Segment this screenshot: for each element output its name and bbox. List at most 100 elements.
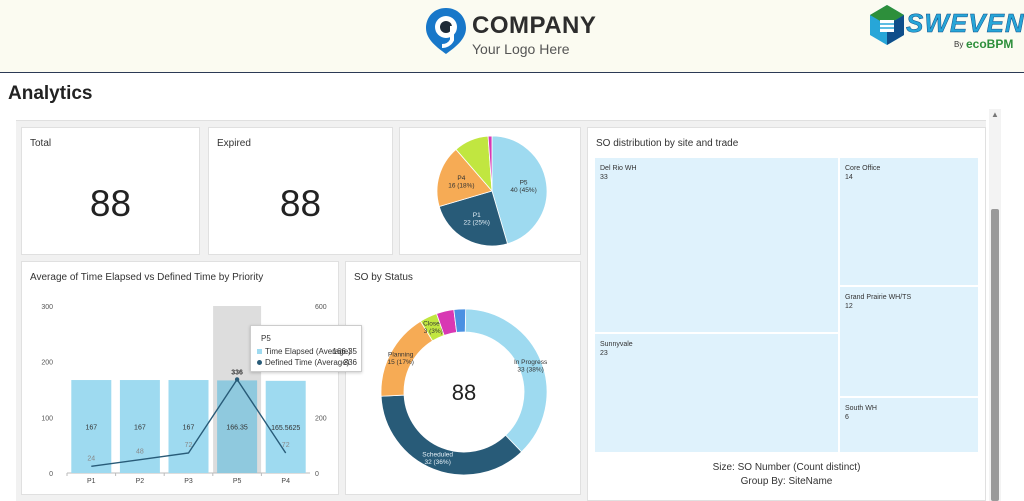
kpi-total-label: Total bbox=[30, 138, 52, 149]
x-axis-tick-label: P1 bbox=[87, 478, 96, 485]
pie-slice-p1 bbox=[438, 190, 508, 247]
treemap-cell-core-office[interactable]: Core Office 14 bbox=[840, 158, 978, 285]
y-axis-tick-label: 200 bbox=[41, 360, 53, 367]
y-axis-tick-label: 100 bbox=[41, 415, 53, 422]
treemap-cell-value: 33 bbox=[600, 174, 608, 181]
treemap-cell-grand-prairie[interactable]: Grand Prairie WH/TS 12 bbox=[840, 287, 978, 396]
app-header: COMPANY Your Logo Here SWEVEN By ecoBPM bbox=[0, 0, 1024, 73]
bar-value-label: 166.35 bbox=[226, 425, 248, 432]
x-axis-tick-label: P3 bbox=[184, 478, 193, 485]
treemap-cell-south-wh[interactable]: South WH 6 bbox=[840, 398, 978, 452]
tooltip-row-label: Defined Time (Average) bbox=[265, 358, 350, 367]
pie-slice-label: P4 bbox=[457, 175, 465, 182]
bar-p3 bbox=[168, 380, 209, 473]
status-chart-title: SO by Status bbox=[354, 272, 413, 283]
scrollbar-thumb[interactable] bbox=[991, 209, 999, 501]
treemap-cell-name: Del Rio WH bbox=[600, 165, 637, 172]
brand-ecobpm: ecoBPM bbox=[966, 37, 1014, 51]
treemap-title: SO distribution by site and trade bbox=[596, 138, 739, 149]
time-chart[interactable]: 01002003000200400600167P1167P2167P3166.3… bbox=[22, 262, 340, 496]
treemap-cell-name: Sunnyvale bbox=[600, 341, 633, 348]
brand-name: SWEVEN bbox=[906, 8, 1024, 39]
tooltip-row-label: Time Elapsed (Average) bbox=[265, 347, 351, 356]
bar-value-label: 167 bbox=[85, 425, 97, 432]
bar-p5 bbox=[217, 380, 258, 473]
line-value-label: 24 bbox=[87, 455, 95, 462]
panel-top-strip bbox=[16, 109, 986, 121]
donut-slice-scheduled bbox=[380, 394, 523, 476]
line-defined-time bbox=[91, 378, 287, 468]
line-value-label: 72 bbox=[185, 442, 193, 449]
donut-slice-other-5 bbox=[453, 308, 467, 333]
pie-slice-label: P1 bbox=[473, 212, 481, 219]
treemap-cell-value: 14 bbox=[845, 174, 853, 181]
tooltip-row-value: 166.35 bbox=[332, 347, 357, 356]
x-axis-tick-label: P5 bbox=[233, 478, 242, 485]
page-title: Analytics bbox=[8, 83, 93, 104]
bar-p1 bbox=[71, 380, 112, 473]
status-chart-tile[interactable]: SO by Status In Progress 33 (38%) Schedule… bbox=[345, 261, 581, 495]
chart-tooltip: P5 Time Elapsed (Average) 166.35 Defined… bbox=[250, 325, 362, 372]
pie-slice-p5 bbox=[491, 135, 548, 245]
treemap-cell-value: 12 bbox=[845, 303, 853, 310]
bar-value-label: 165.5625 bbox=[271, 425, 300, 432]
donut-slice-label: 15 (17%) bbox=[388, 359, 414, 366]
treemap-cell-value: 6 bbox=[845, 414, 849, 421]
treemap-cell-del-rio-wh[interactable]: Del Rio WH 33 bbox=[595, 158, 838, 332]
tooltip-row-defined: Defined Time (Average) 336 bbox=[257, 358, 357, 368]
x-axis-tick-label: P2 bbox=[136, 478, 145, 485]
bar-p4 bbox=[265, 380, 306, 473]
treemap-cell-sunnyvale[interactable]: Sunnyvale 23 bbox=[595, 334, 838, 452]
scroll-up-icon[interactable]: ▲ bbox=[991, 110, 999, 119]
legend-dot-defined bbox=[257, 360, 262, 365]
bar-value-label: 167 bbox=[183, 425, 195, 432]
company-tagline: Your Logo Here bbox=[472, 41, 570, 57]
bar-value-label: 167 bbox=[134, 425, 146, 432]
treemap-cell-name: Core Office bbox=[845, 165, 881, 172]
vertical-scrollbar[interactable]: ▲ bbox=[989, 109, 1001, 501]
donut-slice-in-progress bbox=[464, 308, 548, 453]
kpi-expired-tile[interactable]: Expired 88 bbox=[208, 127, 393, 255]
company-name: COMPANY bbox=[472, 12, 597, 39]
priority-pie-tile[interactable]: P5 40 (45%) P1 22 (25%) P4 16 (18%) bbox=[399, 127, 581, 255]
location-pin-icon bbox=[426, 8, 466, 54]
brand-by: By bbox=[954, 40, 964, 49]
hexagon-icon bbox=[870, 5, 904, 45]
kpi-total-tile[interactable]: Total 88 bbox=[21, 127, 200, 255]
line-value-label: 48 bbox=[136, 449, 144, 456]
donut-slice-label: Closed bbox=[423, 320, 444, 327]
y2-axis-tick-label: 200 bbox=[315, 415, 327, 422]
tooltip-title: P5 bbox=[261, 334, 271, 343]
donut-slice-label: 32 (36%) bbox=[424, 459, 450, 466]
line-value-label: 72 bbox=[282, 442, 290, 449]
time-chart-tile[interactable]: Average of Time Elapsed vs Defined Time … bbox=[21, 261, 339, 495]
treemap-tile[interactable]: SO distribution by site and trade Del Ri… bbox=[587, 127, 986, 501]
pie-slice-label: 40 (45%) bbox=[510, 187, 536, 194]
donut-slice-label: Scheduled bbox=[422, 451, 453, 458]
donut-slice-label: 3 (3%) bbox=[424, 328, 443, 335]
treemap-group-caption: Group By: SiteName bbox=[740, 476, 833, 487]
donut-slice-label: Planning bbox=[388, 352, 414, 359]
y2-axis-tick-label: 0 bbox=[315, 471, 319, 478]
time-chart-title: Average of Time Elapsed vs Defined Time … bbox=[30, 272, 264, 283]
donut-slice-label: In Progress bbox=[514, 359, 548, 366]
y2-axis-tick-label: 600 bbox=[315, 304, 327, 311]
treemap-cell-name: South WH bbox=[845, 405, 877, 412]
treemap-cell-value: 23 bbox=[600, 350, 608, 357]
kpi-expired-label: Expired bbox=[217, 138, 251, 149]
line-value-label: 336 bbox=[231, 369, 243, 376]
y-axis-tick-label: 300 bbox=[41, 304, 53, 311]
pie-slice-p4 bbox=[436, 148, 493, 207]
dashboard-panel: Total 88 Expired 88 P5 40 (45%) P1 22 (25%)… bbox=[16, 109, 986, 501]
pie-slice-label: 22 (25%) bbox=[464, 219, 490, 226]
pie-slice-p2 bbox=[487, 135, 493, 192]
pie-slice-label: 16 (18%) bbox=[448, 183, 474, 190]
legend-swatch-elapsed bbox=[257, 349, 262, 354]
donut-center-value: 88 bbox=[452, 380, 476, 405]
y-axis-tick-label: 0 bbox=[49, 471, 53, 478]
line-point-p5 bbox=[234, 377, 240, 382]
kpi-total-value: 88 bbox=[89, 183, 132, 224]
tooltip-row-value: 336 bbox=[343, 358, 357, 367]
